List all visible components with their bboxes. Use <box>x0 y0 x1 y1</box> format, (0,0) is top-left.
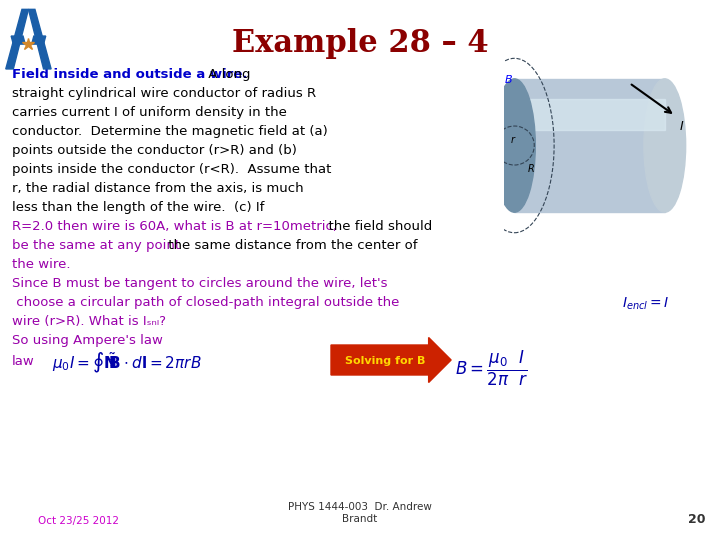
Text: points inside the conductor (r<R).  Assume that: points inside the conductor (r<R). Assum… <box>12 163 331 176</box>
Text: $I$: $I$ <box>680 120 685 133</box>
Text: carries current I of uniform density in the: carries current I of uniform density in … <box>12 106 287 119</box>
Text: be the same at any point: be the same at any point <box>12 239 180 252</box>
Text: law: law <box>12 355 35 368</box>
Bar <box>514 99 665 130</box>
Text: Example 28 – 4: Example 28 – 4 <box>232 28 488 59</box>
Bar <box>514 79 665 212</box>
Text: the same distance from the center of: the same distance from the center of <box>164 239 418 252</box>
Text: the field should: the field should <box>320 220 432 233</box>
Polygon shape <box>6 9 29 69</box>
Text: R=2.0 then wire is 60A, what is B at r=10metric,: R=2.0 then wire is 60A, what is B at r=1… <box>12 220 337 233</box>
Text: Oct 23/25 2012: Oct 23/25 2012 <box>38 516 119 526</box>
Text: R: R <box>528 164 534 174</box>
Text: r, the radial distance from the axis, is much: r, the radial distance from the axis, is… <box>12 182 304 195</box>
Text: the wire.: the wire. <box>12 258 71 271</box>
Text: A long: A long <box>204 68 251 81</box>
Text: r: r <box>510 136 514 145</box>
Text: $\mu_0 I = \oint \mathbf{\tilde{N}}\!\!\!\mathbf{B} \cdot d\mathbf{l} = 2\pi r B: $\mu_0 I = \oint \mathbf{\tilde{N}}\!\!\… <box>52 351 202 375</box>
Text: 20: 20 <box>688 513 706 526</box>
Text: Solving for B: Solving for B <box>345 356 426 366</box>
Text: straight cylindrical wire conductor of radius R: straight cylindrical wire conductor of r… <box>12 87 316 100</box>
Polygon shape <box>11 36 25 44</box>
Text: So using Ampere's law: So using Ampere's law <box>12 334 163 347</box>
Polygon shape <box>32 36 45 44</box>
Text: PHYS 1444-003  Dr. Andrew
Brandt: PHYS 1444-003 Dr. Andrew Brandt <box>288 502 432 524</box>
Polygon shape <box>29 9 51 69</box>
Text: choose a circular path of closed-path integral outside the: choose a circular path of closed-path in… <box>12 296 400 309</box>
FancyBboxPatch shape <box>331 338 451 382</box>
Text: $B$: $B$ <box>504 73 513 85</box>
Text: $I_{encl} = I$: $I_{encl} = I$ <box>622 296 670 313</box>
Text: less than the length of the wire.  (c) If: less than the length of the wire. (c) If <box>12 201 264 214</box>
Text: wire (r>R). What is Iₛₙ⁣ₗ?: wire (r>R). What is Iₛₙ⁣ₗ? <box>12 315 166 328</box>
Text: points outside the conductor (r>R) and (b): points outside the conductor (r>R) and (… <box>12 144 297 157</box>
Text: Since B must be tangent to circles around the wire, let's: Since B must be tangent to circles aroun… <box>12 277 387 290</box>
Text: Field inside and outside a wire.: Field inside and outside a wire. <box>12 68 248 81</box>
Text: conductor.  Determine the magnetic field at (a): conductor. Determine the magnetic field … <box>12 125 328 138</box>
Ellipse shape <box>494 79 535 212</box>
Text: $B = \dfrac{\mu_0\ \ I}{2\pi\ \ r}$: $B = \dfrac{\mu_0\ \ I}{2\pi\ \ r}$ <box>455 349 528 388</box>
Ellipse shape <box>644 79 685 212</box>
